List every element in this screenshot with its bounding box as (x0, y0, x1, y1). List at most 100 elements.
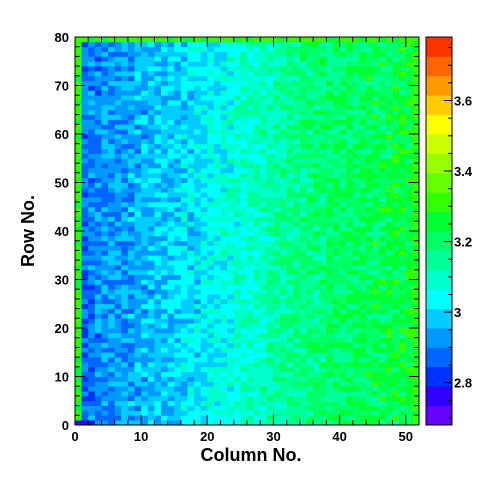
heatmap-cell (266, 255, 274, 261)
heatmap-cell (247, 51, 255, 57)
heatmap-cell (174, 172, 182, 179)
heatmap-cell (352, 245, 360, 251)
heatmap-cells (75, 37, 420, 426)
heatmap-cell (346, 269, 354, 276)
heatmap-cell (75, 75, 83, 82)
heatmap-cell (94, 56, 102, 62)
heatmap-cell (134, 269, 142, 276)
heatmap-cell (101, 357, 109, 363)
heatmap-cell (94, 235, 102, 242)
heatmap-cell (247, 221, 255, 227)
heatmap-cell (286, 148, 294, 154)
heatmap-cell (293, 138, 301, 145)
heatmap-cell (220, 206, 228, 212)
heatmap-cell (154, 294, 162, 300)
heatmap-cell (227, 148, 235, 154)
heatmap-cell (247, 420, 255, 426)
heatmap-cell (233, 61, 241, 67)
heatmap-cell (187, 347, 195, 353)
heatmap-cell (213, 211, 221, 217)
heatmap-cell (114, 216, 122, 222)
heatmap-cell (372, 167, 380, 174)
heatmap-cell (319, 46, 327, 52)
heatmap-cell (379, 187, 387, 193)
heatmap-cell (339, 250, 347, 256)
heatmap-cell (101, 298, 109, 305)
heatmap-cell (392, 163, 400, 169)
heatmap-cell (240, 415, 248, 421)
heatmap-cell (121, 231, 129, 237)
heatmap-cell (227, 153, 235, 159)
heatmap-cell (352, 51, 360, 57)
heatmap-cell (359, 138, 367, 145)
heatmap-cell (333, 109, 341, 115)
heatmap-cell (101, 381, 109, 387)
heatmap-cell (121, 46, 129, 52)
heatmap-cell (88, 95, 96, 101)
heatmap-cell (280, 410, 288, 416)
heatmap-cell (273, 104, 281, 111)
heatmap-cell (359, 95, 367, 101)
heatmap-cell (233, 250, 241, 256)
heatmap-cell (121, 51, 129, 57)
heatmap-cell (333, 274, 341, 280)
heatmap-cell (81, 337, 89, 343)
heatmap-cell (227, 240, 235, 246)
heatmap-cell (154, 284, 162, 290)
heatmap-cell (121, 391, 129, 397)
heatmap-cell (260, 352, 268, 358)
heatmap-cell (220, 75, 228, 82)
heatmap-cell (174, 46, 182, 52)
heatmap-cell (392, 70, 400, 77)
heatmap-cell (346, 366, 354, 373)
heatmap-cell (134, 381, 142, 387)
heatmap-cell (333, 352, 341, 358)
heatmap-cell (319, 347, 327, 353)
heatmap-cell (359, 245, 367, 251)
heatmap-cell (326, 347, 334, 353)
heatmap-cell (141, 279, 149, 285)
heatmap-cell (293, 274, 301, 280)
heatmap-cell (81, 361, 89, 368)
y-tick-label: 10 (55, 370, 69, 385)
heatmap-cell (299, 148, 307, 154)
heatmap-cell (167, 109, 175, 115)
heatmap-cell (200, 51, 208, 57)
heatmap-cell (352, 260, 360, 266)
heatmap-cell (174, 85, 182, 91)
colorbar-segment (426, 134, 452, 154)
heatmap-cell (339, 119, 347, 125)
heatmap-cell (154, 245, 162, 251)
heatmap-cell (147, 153, 155, 159)
heatmap-cell (280, 376, 288, 382)
heatmap-cell (366, 109, 374, 115)
heatmap-cell (227, 129, 235, 135)
heatmap-cell (299, 163, 307, 169)
heatmap-cell (280, 187, 288, 193)
heatmap-cell (141, 95, 149, 101)
heatmap-cell (88, 260, 96, 266)
heatmap-cell (333, 56, 341, 62)
heatmap-cell (207, 332, 215, 339)
heatmap-cell (280, 158, 288, 164)
heatmap-cell (339, 114, 347, 120)
heatmap-cell (392, 366, 400, 373)
heatmap-cell (233, 415, 241, 421)
heatmap-cell (213, 250, 221, 256)
heatmap-cell (220, 192, 228, 198)
heatmap-cell (147, 90, 155, 96)
heatmap-cell (306, 298, 314, 305)
heatmap-cell (405, 70, 413, 77)
heatmap-cell (266, 274, 274, 280)
heatmap-cell (405, 148, 413, 154)
heatmap-cell (339, 371, 347, 377)
heatmap-cell (81, 342, 89, 348)
heatmap-cell (306, 361, 314, 368)
heatmap-cell (233, 134, 241, 140)
heatmap-cell (233, 95, 241, 101)
heatmap-cell (194, 410, 202, 416)
heatmap-cell (75, 61, 83, 67)
heatmap-cell (352, 274, 360, 280)
heatmap-cell (134, 158, 142, 164)
heatmap-cell (339, 46, 347, 52)
